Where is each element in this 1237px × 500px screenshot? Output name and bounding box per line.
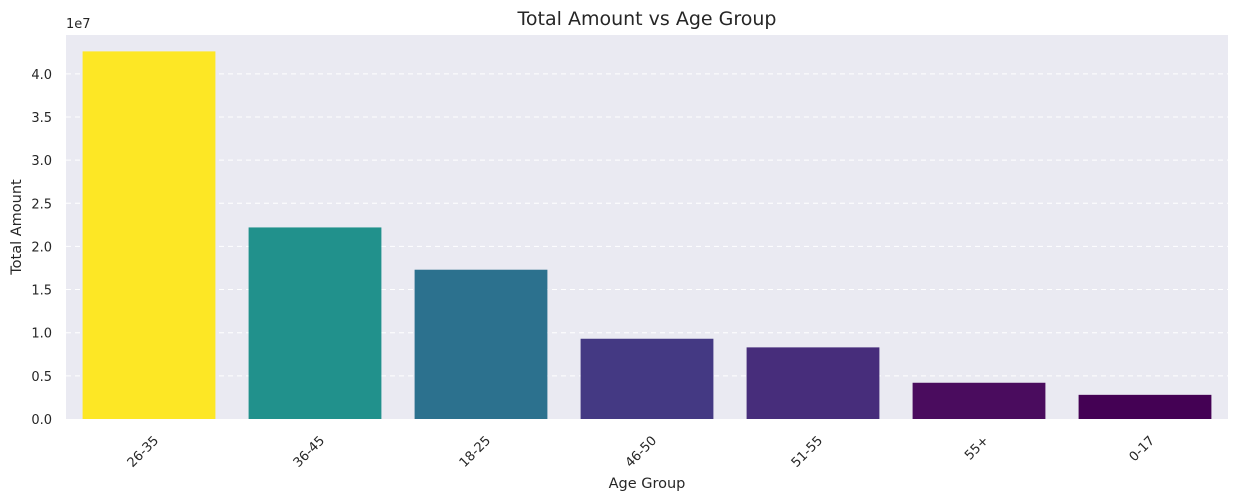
y-tick-label: 0.5 xyxy=(31,370,52,385)
y-tick-label: 2.0 xyxy=(31,240,52,255)
x-tick-label: 18-25 xyxy=(457,433,494,470)
y-tick-label: 1.5 xyxy=(31,284,52,299)
bar-55+ xyxy=(912,382,1046,419)
x-tick-label: 0-17 xyxy=(1127,433,1158,464)
y-tick-label: 1.0 xyxy=(31,327,52,342)
x-tick-label: 46-50 xyxy=(623,433,660,470)
y-tick-label: 3.0 xyxy=(31,154,52,169)
y-tick-label: 4.0 xyxy=(31,68,52,83)
x-tick-label: 51-55 xyxy=(789,433,826,470)
bars xyxy=(82,51,1212,419)
bar-26-35 xyxy=(82,51,216,419)
x-tick-label: 26-35 xyxy=(125,433,162,470)
x-tick-labels: 26-35 36-45 18-25 46-50 51-55 55+ 0-17 xyxy=(125,433,1158,470)
y-tick-label: 0.0 xyxy=(31,413,52,428)
y-scale-label: 1e7 xyxy=(66,17,91,32)
y-axis-label: Total Amount xyxy=(9,179,25,276)
x-axis-label: Age Group xyxy=(609,476,686,492)
bar-18-25 xyxy=(414,269,548,419)
bar-36-45 xyxy=(248,227,382,419)
y-tick-labels: 0.0 0.5 1.0 1.5 2.0 2.5 3.0 3.5 4.0 xyxy=(31,68,52,428)
chart-title: Total Amount vs Age Group xyxy=(517,8,777,30)
y-tick-label: 3.5 xyxy=(31,111,52,126)
bar-0-17 xyxy=(1078,394,1212,419)
bar-46-50 xyxy=(580,338,714,419)
x-tick-label: 55+ xyxy=(962,433,992,463)
x-tick-label: 36-45 xyxy=(291,433,328,470)
y-tick-label: 2.5 xyxy=(31,197,52,212)
bar-51-55 xyxy=(746,347,880,419)
